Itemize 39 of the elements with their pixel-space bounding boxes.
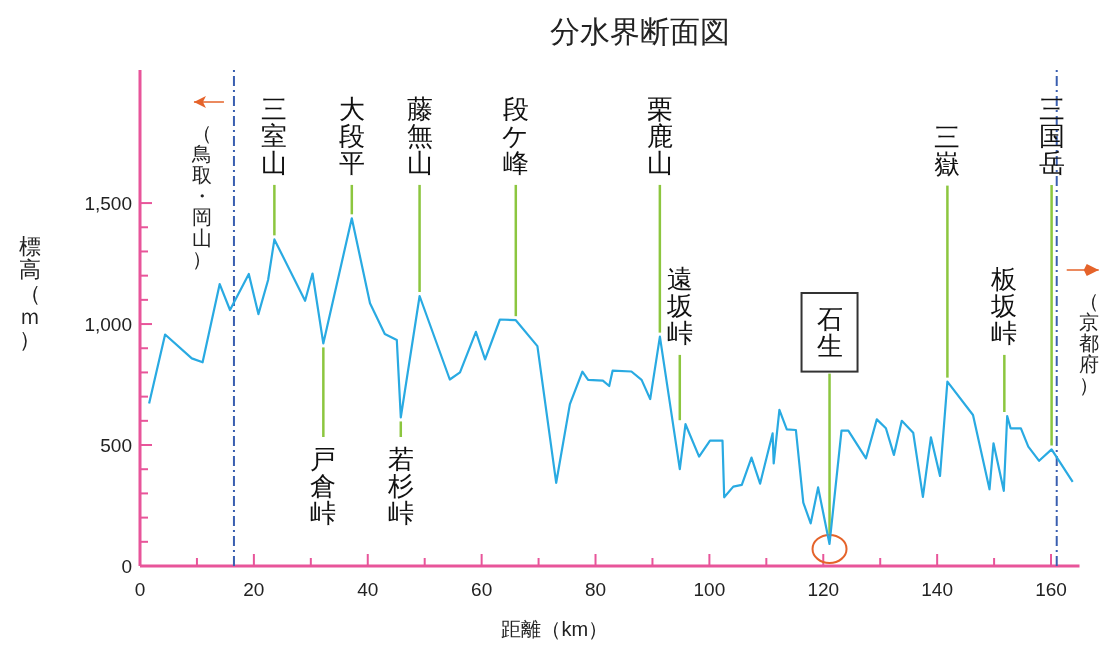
annotation: 大段平 xyxy=(338,93,365,215)
annotation: 藤無山 xyxy=(406,93,433,179)
x-axis-title: 距離（km） xyxy=(501,618,609,640)
y-tick-label: 1,000 xyxy=(84,314,132,336)
y-tick-label: 0 xyxy=(121,556,132,577)
annotation: 三国岳 xyxy=(1038,93,1065,446)
x-tick-label: 140 xyxy=(921,579,953,600)
chart-title: 分水界断面図 xyxy=(549,15,730,48)
ref-line-label: （鳥取・岡山） xyxy=(190,121,212,270)
x-tick-label: 160 xyxy=(1035,579,1067,600)
annotation: 三嶽 xyxy=(934,121,961,378)
annotation: 戸倉峠 xyxy=(310,443,337,529)
y-tick-label: 1,500 xyxy=(84,193,132,215)
annotation: 三国岳 xyxy=(1038,93,1065,179)
x-tick-label: 20 xyxy=(243,579,265,600)
annotation: 三室山 xyxy=(261,93,288,179)
annotation: 石生 xyxy=(800,292,859,564)
x-tick-label: 0 xyxy=(134,579,146,600)
annotation: 若杉峠 xyxy=(386,443,414,529)
annotation: 藤無山 xyxy=(406,93,433,292)
annotation: 大段平 xyxy=(338,93,365,179)
annotation: 板坂峠 xyxy=(990,263,1018,349)
x-tick-label: 80 xyxy=(584,579,607,600)
annotation: 三室山 xyxy=(261,93,288,236)
annotation: 石生 xyxy=(816,303,843,362)
x-tick-label: 40 xyxy=(357,579,379,600)
annotation: 板坂峠 xyxy=(991,263,1018,412)
annotation: 戸倉峠 xyxy=(310,347,337,529)
annotation: 段ケ峰 xyxy=(502,93,530,317)
x-tick-label: 120 xyxy=(807,579,840,600)
annotation: 三嶽 xyxy=(934,121,961,180)
annotation: 栗鹿山 xyxy=(646,93,673,179)
x-tick-label: 100 xyxy=(693,579,726,600)
y-tick-label: 500 xyxy=(100,435,132,457)
y-axis-title: 標高（ｍ） xyxy=(19,234,41,352)
ref-line-label: （京都府） xyxy=(1078,289,1099,396)
x-tick-label: 60 xyxy=(471,579,493,600)
annotation: 若杉峠 xyxy=(387,421,414,529)
annotation: 段ケ峰 xyxy=(502,93,530,179)
